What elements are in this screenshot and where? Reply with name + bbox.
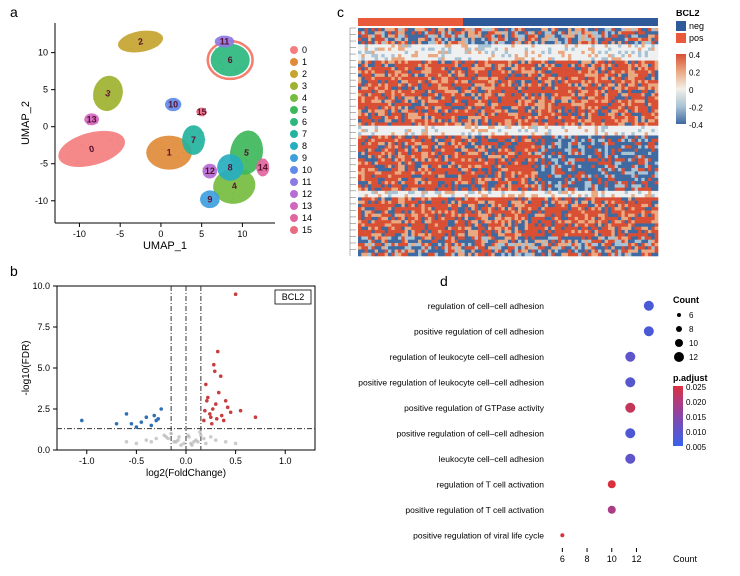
svg-text:-log10(FDR): -log10(FDR) bbox=[21, 340, 32, 395]
svg-text:14: 14 bbox=[258, 162, 268, 172]
umap-scatter: -10 -5 0 5 10 -10 -5 0 5 10 UMAP_1 UMAP_2 0123456789… bbox=[15, 18, 325, 253]
svg-text:5.0: 5.0 bbox=[37, 363, 50, 373]
svg-text:2.5: 2.5 bbox=[37, 404, 50, 414]
svg-text:7: 7 bbox=[191, 135, 196, 145]
svg-text:log2(FoldChange): log2(FoldChange) bbox=[146, 468, 226, 478]
svg-text:7.5: 7.5 bbox=[37, 322, 50, 332]
svg-text:UMAP_1: UMAP_1 bbox=[143, 240, 187, 252]
svg-text:UMAP_2: UMAP_2 bbox=[20, 101, 32, 145]
svg-text:11: 11 bbox=[220, 37, 230, 47]
svg-text:10.0: 10.0 bbox=[32, 281, 50, 291]
svg-text:-10: -10 bbox=[35, 196, 48, 206]
svg-text:0.0: 0.0 bbox=[180, 456, 193, 466]
svg-text:-1.0: -1.0 bbox=[79, 456, 95, 466]
svg-text:-0.5: -0.5 bbox=[129, 456, 145, 466]
panel-b-label: b bbox=[10, 263, 18, 279]
svg-text:9: 9 bbox=[207, 194, 212, 204]
svg-text:10: 10 bbox=[38, 48, 48, 58]
svg-text:BCL2: BCL2 bbox=[282, 292, 305, 302]
svg-text:15: 15 bbox=[197, 107, 207, 117]
svg-text:-5: -5 bbox=[40, 159, 48, 169]
svg-text:10: 10 bbox=[168, 99, 178, 109]
dotplot: regulation of cell–cell adhesionpositive… bbox=[340, 283, 735, 573]
svg-text:5: 5 bbox=[43, 85, 48, 95]
svg-text:0: 0 bbox=[158, 229, 163, 239]
svg-text:0.0: 0.0 bbox=[37, 445, 50, 455]
svg-text:10: 10 bbox=[237, 229, 247, 239]
svg-text:8: 8 bbox=[228, 162, 233, 172]
svg-text:1.0: 1.0 bbox=[279, 456, 292, 466]
svg-text:6: 6 bbox=[228, 55, 233, 65]
svg-text:12: 12 bbox=[205, 166, 215, 176]
svg-text:0.5: 0.5 bbox=[229, 456, 242, 466]
svg-text:13: 13 bbox=[87, 114, 97, 124]
heatmap: BCL2negpos0.40.20-0.2-0.4 bbox=[340, 10, 735, 265]
svg-text:5: 5 bbox=[199, 229, 204, 239]
volcano-plot: -1.0 -0.5 0.0 0.5 1.0 0.0 2.5 5.0 7.5 10.0 log2(Fo… bbox=[15, 278, 325, 478]
umap-legend: 0123456789101112131415 bbox=[290, 45, 312, 237]
svg-text:1: 1 bbox=[167, 148, 172, 158]
svg-text:-5: -5 bbox=[116, 229, 124, 239]
svg-text:0: 0 bbox=[43, 122, 48, 132]
svg-text:-10: -10 bbox=[73, 229, 86, 239]
